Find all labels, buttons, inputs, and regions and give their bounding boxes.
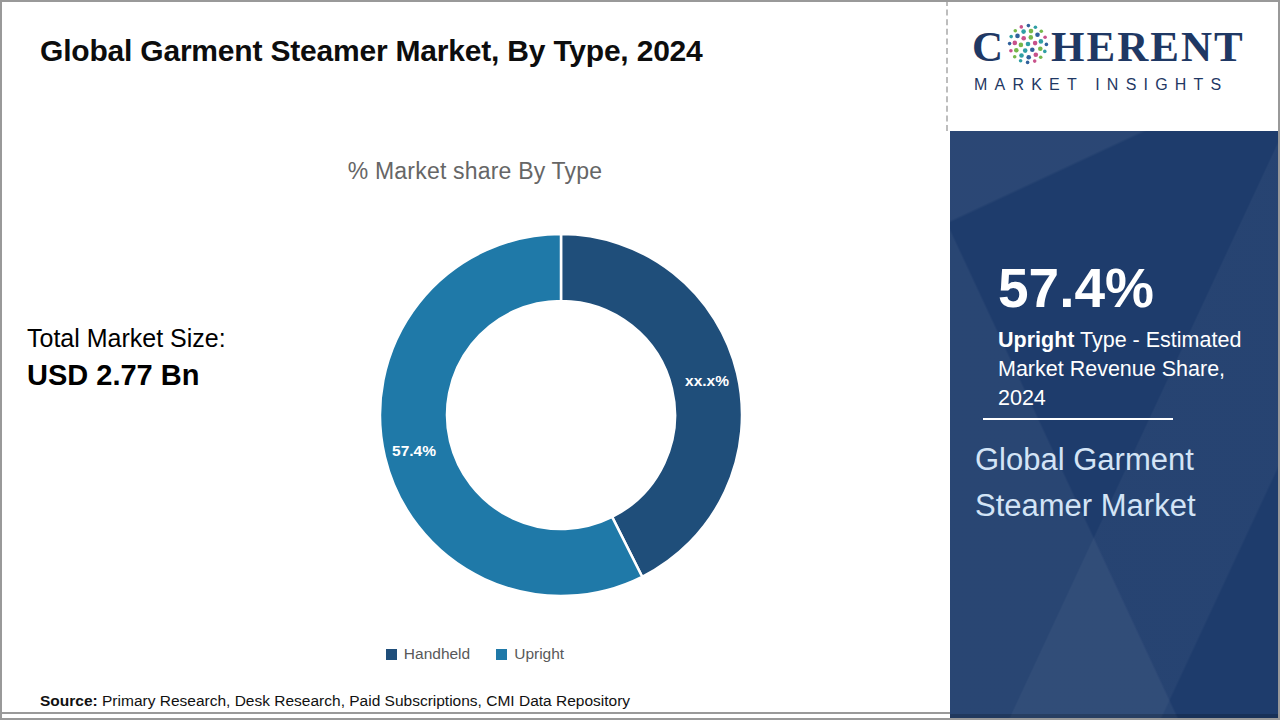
donut-chart (371, 225, 751, 605)
footer-divider-line (0, 712, 950, 714)
sidebar-stat-segment: Upright (998, 328, 1074, 352)
total-market-size-block: Total Market Size: USD 2.77 Bn (27, 324, 226, 392)
legend-swatch (386, 649, 397, 660)
legend-label: Handheld (404, 645, 470, 662)
sidebar-divider-line (983, 418, 1173, 420)
total-market-size-value: USD 2.77 Bn (27, 359, 226, 392)
brand-letters-rest: HERENT (1051, 23, 1245, 70)
legend-item: Upright (496, 645, 564, 663)
total-market-size-label: Total Market Size: (27, 324, 226, 353)
sidebar-stat-description: Upright Type - Estimated Market Revenue … (998, 326, 1250, 413)
source-note: Source: Primary Research, Desk Research,… (40, 692, 630, 710)
brand-logo: C HERENT MARKET INSIGHTS (950, 0, 1280, 131)
sidebar-stat-value: 57.4% (998, 261, 1154, 316)
legend-label: Upright (514, 645, 564, 662)
coherent-globe-icon (1006, 22, 1050, 66)
source-label: Source: (40, 692, 98, 709)
slice-label-upright: 57.4% (379, 442, 449, 460)
header-dashed-divider (946, 0, 948, 131)
sidebar: 57.4% Upright Type - Estimated Market Re… (950, 131, 1280, 720)
legend-swatch (496, 649, 507, 660)
brand-wordmark: C HERENT (972, 22, 1245, 71)
sidebar-market-name: Global Garment Steamer Market (975, 437, 1243, 529)
legend-item: Handheld (386, 645, 470, 663)
donut-chart-svg (371, 225, 751, 605)
chart-legend: Handheld Upright (0, 645, 950, 663)
chart-title: % Market share By Type (0, 158, 950, 185)
source-text: Primary Research, Desk Research, Paid Su… (98, 692, 630, 709)
brand-letter-c: C (972, 23, 1005, 70)
page-title: Global Garment Steamer Market, By Type, … (40, 34, 920, 68)
brand-subtitle: MARKET INSIGHTS (974, 76, 1260, 94)
slice-label-handheld: xx.x% (672, 372, 742, 390)
